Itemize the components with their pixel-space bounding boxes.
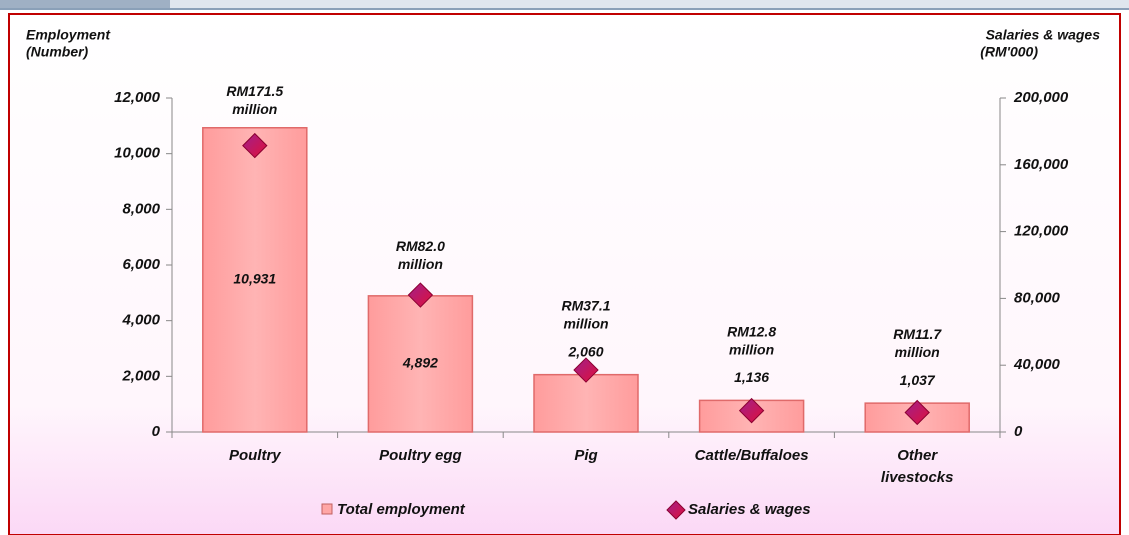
x-tick-label: Other livestocks	[881, 447, 954, 486]
marker	[573, 357, 599, 383]
y-tick-label: 8,000	[122, 200, 160, 217]
y-tick-label: 12,000	[114, 89, 161, 106]
y2-tick-label: 160,000	[1014, 156, 1069, 173]
y-tick-label: 6,000	[122, 256, 160, 273]
marker	[407, 282, 434, 308]
y-tick-label: 2,000	[121, 367, 160, 384]
marker-value-label: RM37.1 million	[561, 297, 610, 331]
legend-label: Salaries & wages	[688, 501, 811, 518]
top-strip	[0, 0, 1129, 10]
marker-value-label: RM82.0 million	[396, 238, 445, 272]
y2-tick-label: 80,000	[1014, 289, 1061, 306]
bar	[533, 373, 639, 433]
x-tick-label: Poultry	[229, 447, 281, 464]
marker	[738, 397, 765, 424]
x-tick-label: Poultry egg	[379, 447, 462, 464]
x-tick-label: Cattle/Buffaloes	[695, 447, 809, 464]
bar-value-label: 10,931	[233, 271, 276, 287]
marker-value-label: RM171.5 million	[226, 82, 283, 116]
y-axis-title: (Number)	[26, 44, 89, 60]
bar-value-label: 2,060	[567, 343, 603, 359]
bar	[202, 127, 308, 433]
marker-value-label: RM11.7 million	[893, 326, 942, 360]
bar	[367, 295, 474, 433]
y2-tick-label: 40,000	[1013, 356, 1061, 373]
y2-axis-title: Salaries & wages	[986, 27, 1101, 43]
marker-value-label: RM12.8 million	[727, 323, 776, 357]
marker	[242, 132, 268, 159]
legend-swatch	[321, 503, 333, 515]
marker	[904, 399, 930, 426]
bar-value-label: 1,136	[734, 369, 769, 385]
y2-tick-label: 120,000	[1014, 223, 1069, 240]
bar-value-label: 1,037	[900, 372, 936, 388]
y2-tick-label: 200,000	[1013, 89, 1069, 106]
y2-tick-label: 0	[1014, 423, 1023, 440]
y-tick-label: 10,000	[114, 145, 161, 162]
tab	[0, 0, 170, 8]
y-tick-label: 0	[152, 423, 161, 440]
y-tick-label: 4,000	[121, 312, 160, 329]
legend-label: Total employment	[337, 501, 466, 518]
legend-swatch	[666, 500, 686, 520]
y2-axis-title: (RM'000)	[980, 44, 1038, 60]
x-tick-label: Pig	[574, 447, 597, 464]
y-axis-title: Employment	[26, 27, 111, 43]
frame	[8, 13, 1121, 535]
bar-value-label: 4,892	[402, 355, 438, 371]
